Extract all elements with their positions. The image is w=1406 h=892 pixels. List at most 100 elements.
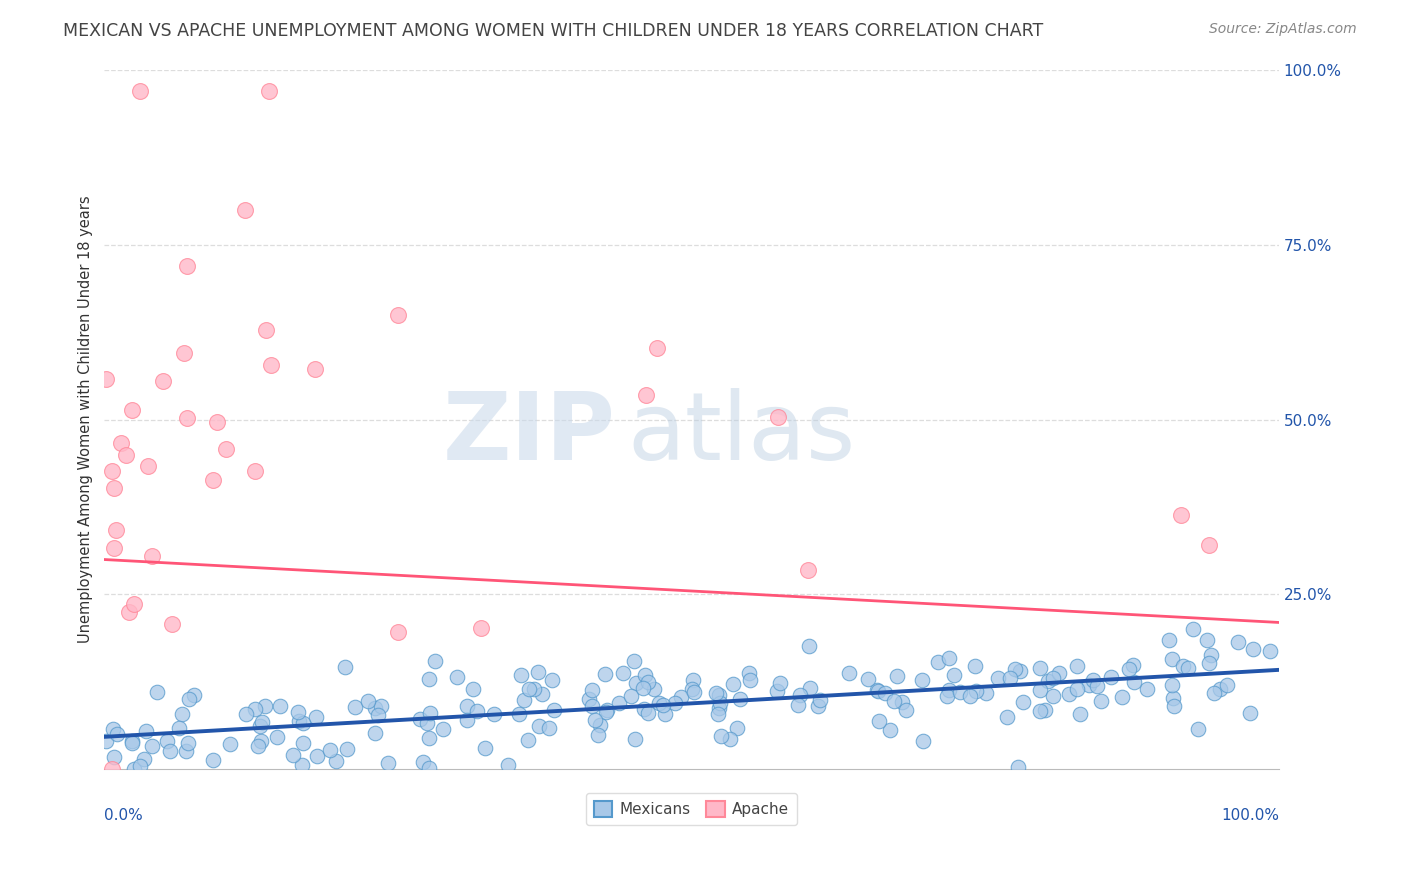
Text: atlas: atlas <box>627 388 855 480</box>
Point <box>789 689 811 703</box>
Point <box>631 681 654 695</box>
Point <box>543 703 565 717</box>
Point <box>1007 759 1029 773</box>
Point <box>725 721 748 735</box>
Point <box>96 372 118 386</box>
Point <box>974 686 997 700</box>
Point <box>1239 706 1261 720</box>
Point <box>412 755 434 769</box>
Point <box>949 685 972 699</box>
Point <box>121 403 143 417</box>
Point <box>626 676 648 690</box>
Point <box>595 705 617 719</box>
Point <box>1199 648 1222 662</box>
Point <box>1077 678 1099 692</box>
Y-axis label: Unemployment Among Women with Children Under 18 years: Unemployment Among Women with Children U… <box>79 196 93 643</box>
Point <box>963 659 986 673</box>
Point <box>103 541 125 555</box>
Point <box>423 654 446 668</box>
Point <box>1029 660 1052 674</box>
Point <box>704 686 727 700</box>
Point <box>446 670 468 684</box>
Text: 100.0%: 100.0% <box>1220 808 1279 822</box>
Point <box>287 714 309 728</box>
Point <box>235 707 257 722</box>
Point <box>1042 690 1064 704</box>
Point <box>103 481 125 495</box>
Point <box>643 682 665 697</box>
Point <box>202 474 225 488</box>
Point <box>243 702 266 716</box>
Point <box>529 719 551 733</box>
Point <box>292 716 315 731</box>
Point <box>233 202 256 217</box>
Point <box>415 716 437 731</box>
Point <box>523 681 546 696</box>
Point <box>911 733 934 747</box>
Point <box>513 692 536 706</box>
Point <box>581 698 603 713</box>
Point <box>710 730 733 744</box>
Point <box>768 676 790 690</box>
Point <box>183 688 205 702</box>
Point <box>1111 690 1133 705</box>
Point <box>707 688 730 702</box>
Point <box>159 744 181 758</box>
Point <box>634 668 657 682</box>
Point <box>325 754 347 768</box>
Point <box>252 714 274 729</box>
Point <box>110 436 132 450</box>
Point <box>1066 658 1088 673</box>
Point <box>879 723 901 738</box>
Legend: Mexicans, Apache: Mexicans, Apache <box>586 793 797 824</box>
Point <box>456 698 478 713</box>
Point <box>682 673 704 687</box>
Point <box>219 738 242 752</box>
Point <box>94 734 117 748</box>
Point <box>474 741 496 756</box>
Point <box>796 563 818 577</box>
Point <box>1038 673 1060 688</box>
Point <box>1033 703 1056 717</box>
Point <box>959 690 981 704</box>
Point <box>254 699 277 714</box>
Point <box>367 707 389 722</box>
Point <box>104 523 127 537</box>
Point <box>281 747 304 762</box>
Point <box>1090 694 1112 708</box>
Point <box>786 698 808 713</box>
Point <box>141 549 163 563</box>
Point <box>1226 634 1249 648</box>
Point <box>418 761 440 775</box>
Point <box>177 736 200 750</box>
Point <box>1085 679 1108 693</box>
Point <box>243 465 266 479</box>
Point <box>249 718 271 732</box>
Point <box>201 753 224 767</box>
Point <box>938 682 960 697</box>
Point <box>174 744 197 758</box>
Point <box>336 742 359 756</box>
Point <box>682 684 704 698</box>
Point <box>766 684 789 698</box>
Point <box>103 749 125 764</box>
Point <box>141 739 163 754</box>
Point <box>707 701 730 715</box>
Point <box>122 762 145 776</box>
Point <box>177 692 200 706</box>
Point <box>152 375 174 389</box>
Point <box>868 714 890 728</box>
Point <box>1161 691 1184 706</box>
Point <box>176 259 198 273</box>
Point <box>737 665 759 680</box>
Point <box>118 606 141 620</box>
Point <box>129 759 152 773</box>
Point <box>648 696 671 710</box>
Text: MEXICAN VS APACHE UNEMPLOYMENT AMONG WOMEN WITH CHILDREN UNDER 18 YEARS CORRELAT: MEXICAN VS APACHE UNEMPLOYMENT AMONG WOM… <box>63 22 1043 40</box>
Point <box>623 654 645 668</box>
Point <box>517 681 540 696</box>
Point <box>868 684 890 698</box>
Point <box>105 727 128 741</box>
Point <box>1170 508 1192 522</box>
Point <box>965 684 987 698</box>
